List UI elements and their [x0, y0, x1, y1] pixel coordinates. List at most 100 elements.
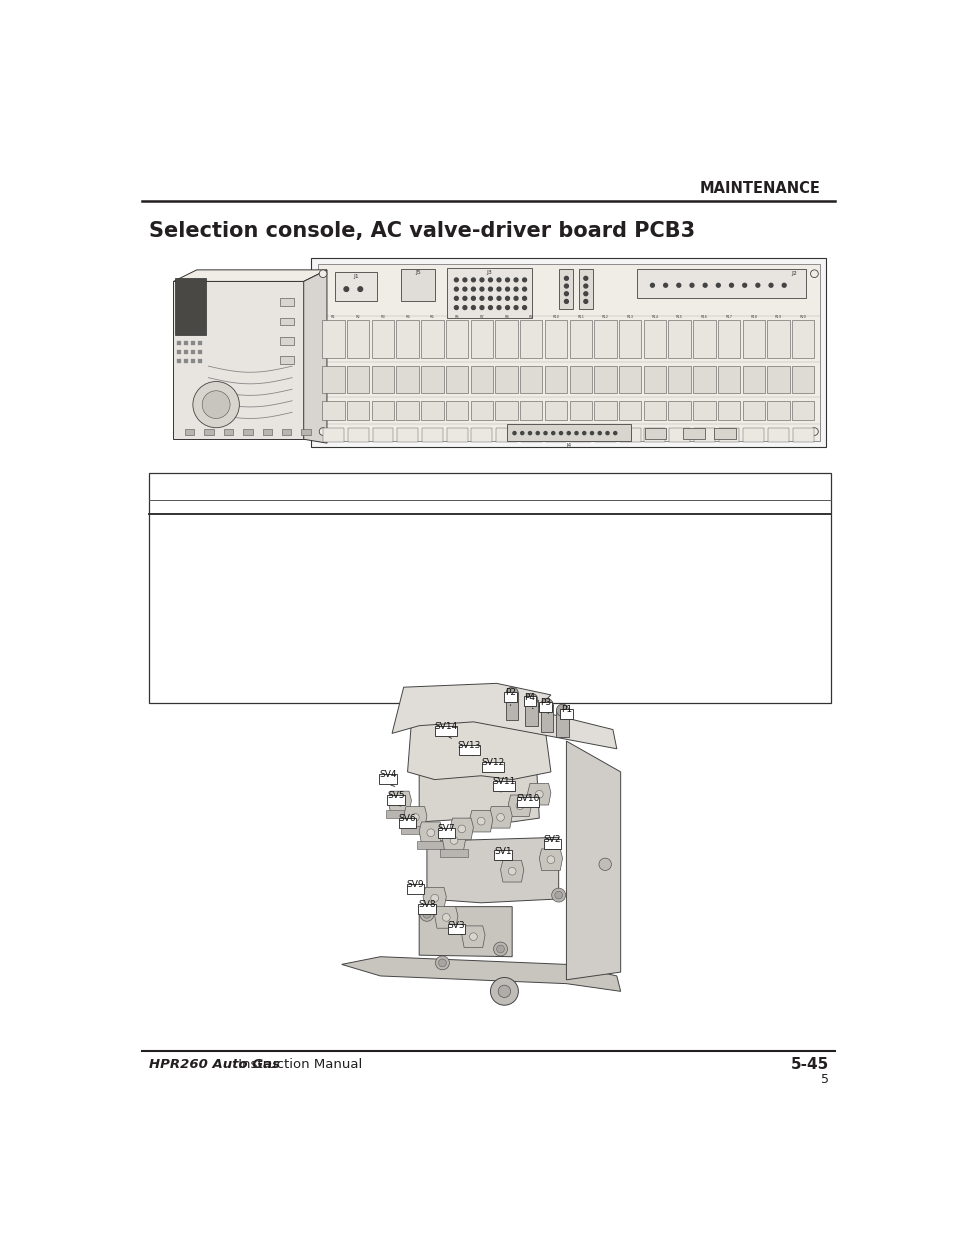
Text: J3: J3 [486, 269, 492, 274]
Circle shape [742, 283, 746, 288]
Text: MV1 open: MV1 open [464, 657, 530, 669]
Bar [372, 366, 394, 393]
Bar [445, 401, 468, 420]
Bar [578, 269, 592, 309]
Bar [282, 430, 291, 436]
Bar [595, 427, 616, 442]
Bar [417, 904, 436, 914]
Circle shape [471, 278, 475, 282]
Polygon shape [435, 906, 457, 929]
Text: J1: J1 [353, 273, 358, 279]
Text: R6: R6 [455, 315, 459, 319]
Text: Red: Red [754, 676, 780, 688]
Circle shape [411, 814, 418, 821]
Bar [445, 366, 468, 393]
Bar [458, 745, 480, 755]
Polygon shape [566, 741, 620, 979]
Circle shape [508, 867, 516, 876]
Bar [470, 320, 493, 358]
Circle shape [497, 986, 510, 998]
Bar [398, 818, 416, 829]
Text: P1: P1 [560, 705, 572, 714]
Circle shape [462, 278, 466, 282]
Bar [766, 401, 789, 420]
Bar [470, 366, 493, 393]
Circle shape [755, 283, 759, 288]
Bar [693, 366, 715, 393]
Text: SV3: SV3 [208, 562, 234, 576]
Text: D19: D19 [402, 676, 429, 688]
Bar [301, 430, 311, 436]
Text: D20: D20 [402, 694, 429, 708]
Circle shape [497, 945, 504, 953]
Text: R19: R19 [774, 315, 781, 319]
Bar [445, 320, 468, 358]
Bar [506, 424, 630, 441]
Circle shape [514, 278, 517, 282]
Bar [569, 401, 591, 420]
Circle shape [535, 790, 542, 798]
Bar [545, 427, 566, 442]
Text: Red: Red [313, 694, 338, 708]
Circle shape [567, 431, 570, 435]
Circle shape [471, 288, 475, 291]
Bar [742, 427, 763, 442]
Circle shape [457, 825, 465, 832]
Text: Red: Red [313, 525, 338, 537]
Bar [396, 401, 418, 420]
Bar [791, 366, 814, 393]
Bar [396, 320, 418, 358]
Text: SV10: SV10 [208, 694, 242, 708]
Circle shape [497, 288, 500, 291]
Bar [791, 401, 814, 420]
Bar [372, 427, 393, 442]
Bar [766, 366, 789, 393]
Bar [372, 320, 394, 358]
Bar [197, 350, 202, 353]
Circle shape [514, 288, 517, 291]
Bar [643, 320, 665, 358]
Text: Metering console vent solenoid: Metering console vent solenoid [464, 619, 672, 632]
Bar [280, 337, 294, 345]
Bar [176, 341, 181, 345]
Circle shape [513, 431, 516, 435]
Text: Red: Red [754, 525, 780, 537]
Circle shape [716, 283, 720, 288]
Bar [619, 427, 639, 442]
Bar [792, 427, 813, 442]
Bar [348, 427, 368, 442]
Circle shape [528, 431, 531, 435]
Text: P2: P2 [504, 688, 516, 697]
Text: D2: D2 [156, 543, 175, 556]
Circle shape [454, 306, 457, 310]
Bar [335, 272, 377, 301]
Circle shape [598, 858, 611, 871]
Polygon shape [488, 806, 512, 829]
Circle shape [454, 288, 457, 291]
Text: SV4: SV4 [379, 771, 396, 779]
Bar [644, 427, 666, 440]
Bar [149, 473, 830, 703]
Polygon shape [403, 806, 427, 829]
Text: R7: R7 [479, 315, 484, 319]
Circle shape [540, 699, 553, 711]
Bar [618, 366, 640, 393]
Text: Color: Color [313, 479, 347, 492]
Bar [741, 401, 764, 420]
Bar [559, 709, 572, 719]
Bar [520, 427, 541, 442]
Circle shape [564, 300, 568, 304]
Text: SV1: SV1 [494, 847, 511, 856]
Bar [523, 697, 536, 706]
Bar [396, 427, 417, 442]
Polygon shape [418, 906, 512, 957]
Circle shape [514, 306, 517, 310]
Bar [191, 359, 195, 363]
Circle shape [598, 431, 600, 435]
Polygon shape [556, 710, 568, 737]
Circle shape [543, 431, 546, 435]
Polygon shape [540, 705, 553, 732]
Bar [311, 258, 825, 447]
Circle shape [781, 283, 785, 288]
Bar [481, 762, 503, 772]
